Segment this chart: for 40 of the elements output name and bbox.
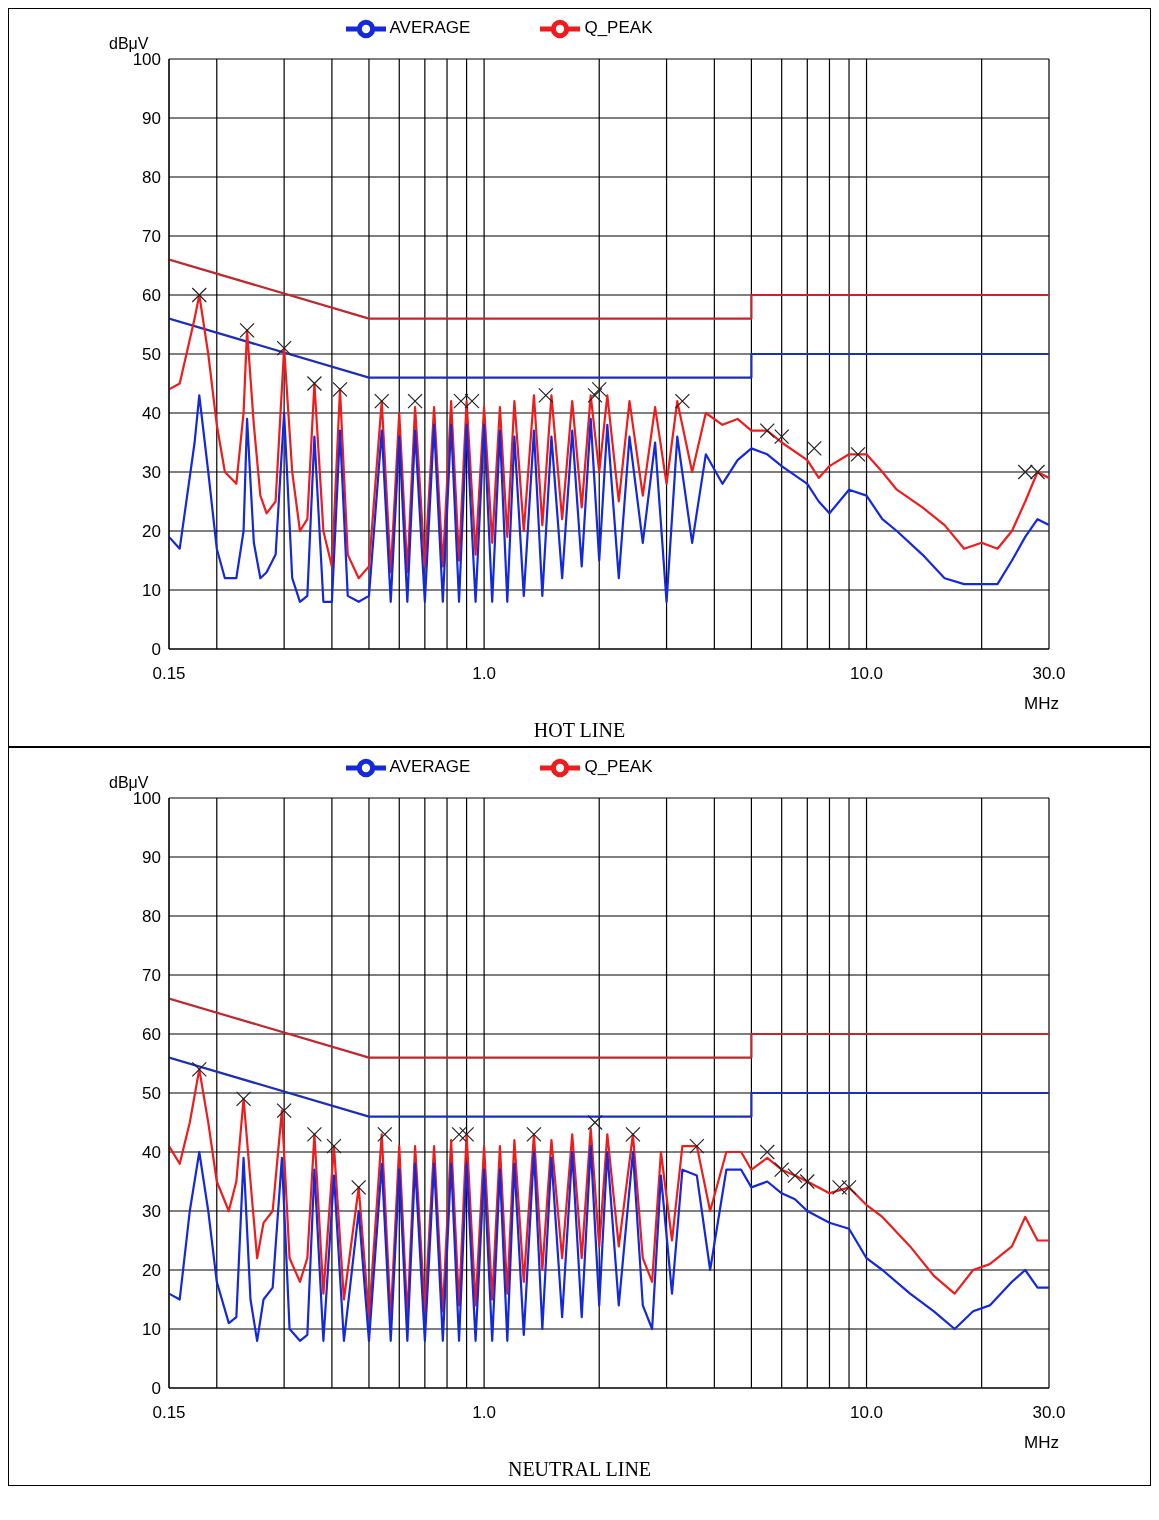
x-tick-label: 10.0 [849, 1403, 884, 1423]
legend-label: AVERAGE [389, 18, 471, 38]
legend-label: Q_PEAK [584, 757, 653, 777]
y-tick-label: 70 [142, 966, 161, 986]
x-axis-title: MHz [1024, 694, 1059, 713]
y-tick-label: 10 [142, 1320, 161, 1340]
x-tick-label: 1.0 [472, 1403, 496, 1423]
y-tick-label: 90 [142, 848, 161, 868]
y-tick-label: 40 [142, 1143, 161, 1163]
legend-label: Q_PEAK [584, 18, 653, 38]
x-tick-label: 0.15 [152, 1403, 186, 1423]
y-tick-label: 50 [142, 1084, 161, 1104]
y-axis-title: dBμV [109, 35, 149, 53]
y-tick-label: 0 [151, 1379, 161, 1399]
y-tick-label: 60 [142, 1025, 161, 1045]
x-tick-label: 30.0 [1032, 664, 1066, 684]
y-tick-label: 90 [142, 109, 161, 129]
x-tick-label: 30.0 [1032, 1403, 1066, 1423]
y-tick-label: 70 [142, 227, 161, 247]
y-tick-label: 30 [142, 1202, 161, 1222]
y-tick-label: 20 [142, 1261, 161, 1281]
y-axis-title: dBμV [109, 774, 149, 792]
legend-label: AVERAGE [389, 757, 471, 777]
x-axis-title: MHz [1024, 1433, 1059, 1452]
x-tick-label: 0.15 [152, 664, 186, 684]
y-tick-label: 60 [142, 286, 161, 306]
y-tick-label: 10 [142, 581, 161, 601]
text: NEUTRAL LINE [506, 1458, 653, 1482]
y-tick-label: 80 [142, 168, 161, 188]
x-tick-label: 1.0 [472, 664, 496, 684]
x-tick-label: 10.0 [849, 664, 884, 684]
y-tick-label: 30 [142, 463, 161, 483]
y-tick-label: 20 [142, 522, 161, 542]
y-tick-label: 100 [132, 50, 161, 70]
y-tick-label: 40 [142, 404, 161, 424]
y-tick-label: 100 [132, 789, 161, 809]
text: HOT LINE [532, 719, 627, 743]
y-tick-label: 0 [151, 640, 161, 660]
y-tick-label: 50 [142, 345, 161, 365]
y-tick-label: 80 [142, 907, 161, 927]
